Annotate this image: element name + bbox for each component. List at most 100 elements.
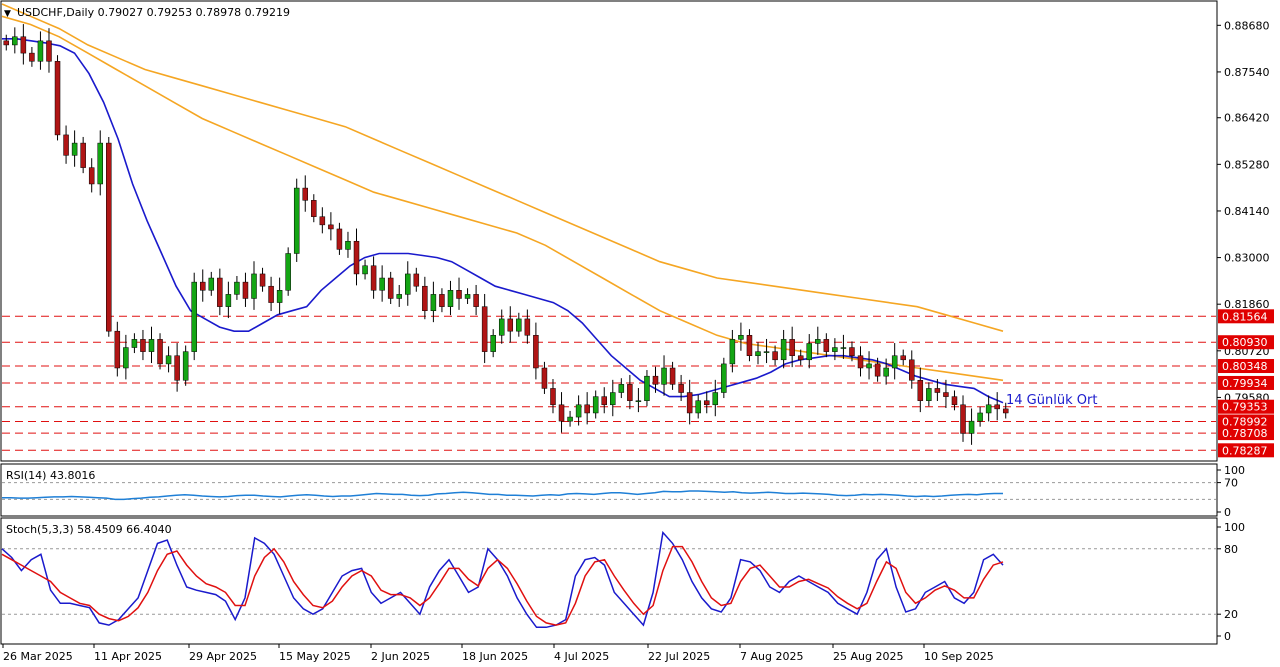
bear-candle [541,367,548,389]
bear-candle [652,375,659,385]
stoch-title: Stoch(5,3,3) 58.4509 66.4040 [6,523,172,536]
bear-candle [900,355,906,361]
bear-candle [960,404,966,434]
bear-candle [259,273,266,287]
bear-candle [114,330,121,369]
bull-candle [635,400,642,402]
time-tick-label: 25 Aug 2025 [833,650,903,663]
bull-candle [644,375,650,401]
bear-candle [524,318,531,336]
bull-candle [225,294,232,307]
bull-candle [729,339,736,365]
bull-candle [712,392,719,406]
time-tick-label: 10 Sep 2025 [924,650,994,663]
bull-candle [182,351,189,381]
bull-candle [490,335,496,352]
bear-candle [584,404,590,414]
bear-candle [934,388,941,393]
bull-candle [780,339,787,361]
level-label-bg [1218,375,1274,390]
bull-candle [345,240,351,250]
bear-candle [370,265,377,291]
bear-candle [473,294,479,307]
level-label-bg [1218,426,1274,441]
dropdown-triangle-icon[interactable]: ▼ [4,9,11,19]
bull-candle [285,253,291,291]
level-label: 0.78708 [1222,427,1268,440]
bull-candle [575,404,582,418]
level-label: 0.79353 [1222,401,1268,414]
bull-candle [430,294,437,311]
bear-candle [353,240,360,275]
moving-averages [1,3,1004,404]
bear-candle [88,167,95,185]
bull-candle [806,343,813,361]
bull-candle [97,142,103,185]
stoch-tick-label: 20 [1224,608,1238,621]
bear-candle [772,351,778,361]
bear-candle [669,367,676,385]
bear-candle [703,400,710,406]
bear-candle [268,285,274,303]
rsi-tick-label: 0 [1224,506,1231,519]
bear-candle [242,281,249,299]
bear-candle [319,216,326,226]
price-tick-label: 0.85280 [1224,158,1270,171]
bull-candle [866,363,872,369]
time-tick-label: 29 Apr 2025 [189,650,257,663]
time-tick-label: 2 Jun 2025 [371,650,430,663]
bull-candle [276,290,283,303]
stoch-line-2 [1,545,1004,626]
bear-candle [387,277,394,299]
stoch-tick-label: 0 [1224,630,1231,643]
bull-candle [832,347,838,352]
symbol-header: USDCHF,Daily 0.79027 0.79253 0.78978 0.7… [17,6,290,19]
bear-candle [533,335,539,369]
bear-candle [174,355,180,381]
bear-candle [550,388,556,406]
time-tick-label: 15 May 2025 [279,650,351,663]
bull-candle [165,355,172,365]
rsi-tick-label: 100 [1224,464,1245,477]
bull-candle [208,277,215,291]
bull-candle [123,347,129,369]
bull-candle [755,351,761,356]
bear-candle [823,339,830,352]
ma-annotation: 14 Günlük Ort [1006,393,1097,408]
bull-candle [131,339,138,348]
price-tick-label: 0.86420 [1224,112,1270,125]
bull-candle [840,347,847,349]
bear-candle [63,134,69,156]
bull-candle [968,420,975,434]
time-tick-label: 22 Jul 2025 [648,650,710,663]
bear-candle [601,396,607,406]
bull-candle [12,36,18,46]
level-label-bg [1218,443,1274,458]
bear-candle [797,355,804,361]
bull-candle [567,416,573,422]
level-label: 0.80348 [1222,360,1268,373]
level-label: 0.81564 [1222,310,1268,323]
bear-candle [481,306,488,352]
time-tick-label: 26 Mar 2025 [3,650,73,663]
bull-candle [815,339,821,344]
bull-candle [447,290,454,307]
bear-candle [3,40,10,46]
bull-candle [396,294,402,299]
bear-candle [849,347,855,356]
bull-candle [191,281,197,352]
bull-candle [985,404,992,414]
time-tick-label: 7 Aug 2025 [740,650,803,663]
level-label-bg [1218,335,1274,350]
bear-candle [558,404,565,422]
bear-candle [46,40,52,62]
bear-candle [106,142,112,332]
bear-candle [311,200,317,217]
bear-candle [217,277,223,307]
level-label: 0.78287 [1222,444,1268,457]
time-axis: 26 Mar 2025 11 Apr 2025 29 Apr 2025 15 May … [2,644,994,663]
level-label-bg [1218,414,1274,429]
price-tick-label: 0.88680 [1224,19,1270,32]
bear-candle [909,359,915,381]
